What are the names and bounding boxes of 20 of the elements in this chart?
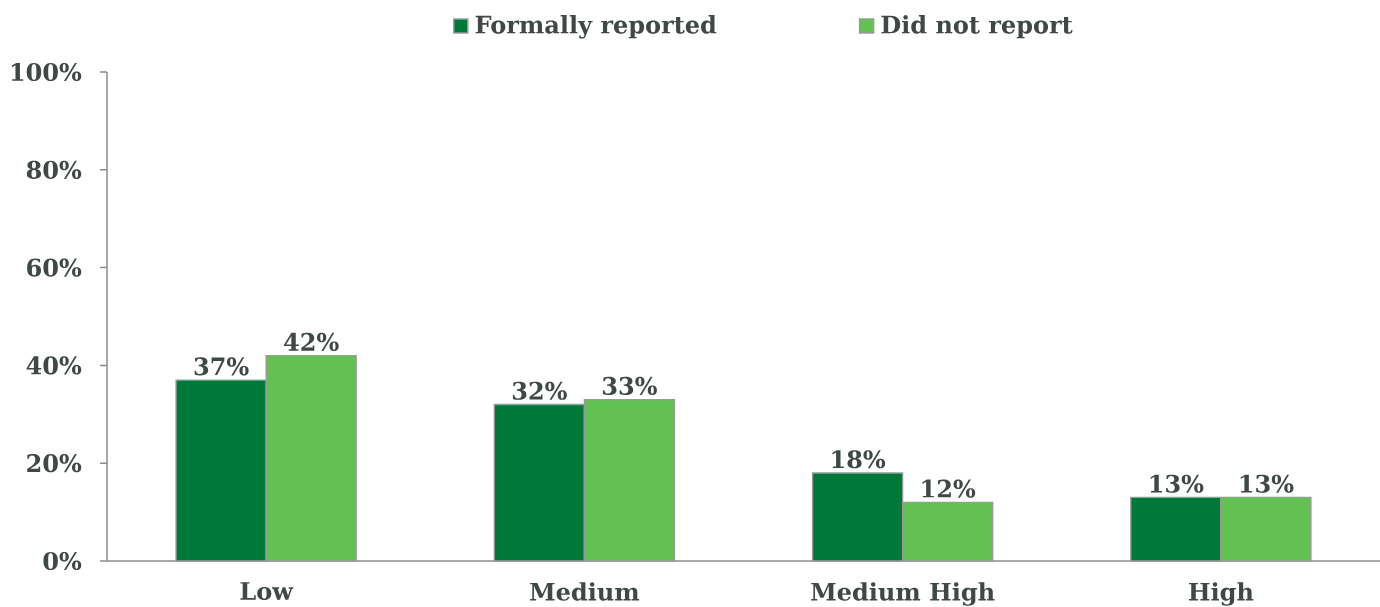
y-tick-label: 60% [27,258,82,277]
data-label: 33% [602,376,657,395]
data-label: 42% [284,332,339,351]
x-tick-label: Low [240,582,294,601]
data-label: 32% [512,381,567,400]
y-tick-label: 100% [11,62,82,82]
data-label: 13% [1150,474,1204,493]
data-label: 18% [832,450,886,469]
y-tick-label: 20% [27,454,82,473]
data-label: 37% [194,357,249,376]
x-tick-label: High [1189,582,1254,606]
y-tick-label: 80% [26,160,82,179]
x-tick-label: Medium [530,582,640,601]
legend-label: Formally reported [475,15,717,39]
y-tick-label: 0% [43,551,82,571]
data-label: 13% [1240,474,1294,493]
data-label: 12% [922,479,976,498]
legend-label: Did not report [881,15,1073,39]
x-tick-label: Medium High [811,582,995,606]
y-tick-label: 40% [26,356,82,375]
